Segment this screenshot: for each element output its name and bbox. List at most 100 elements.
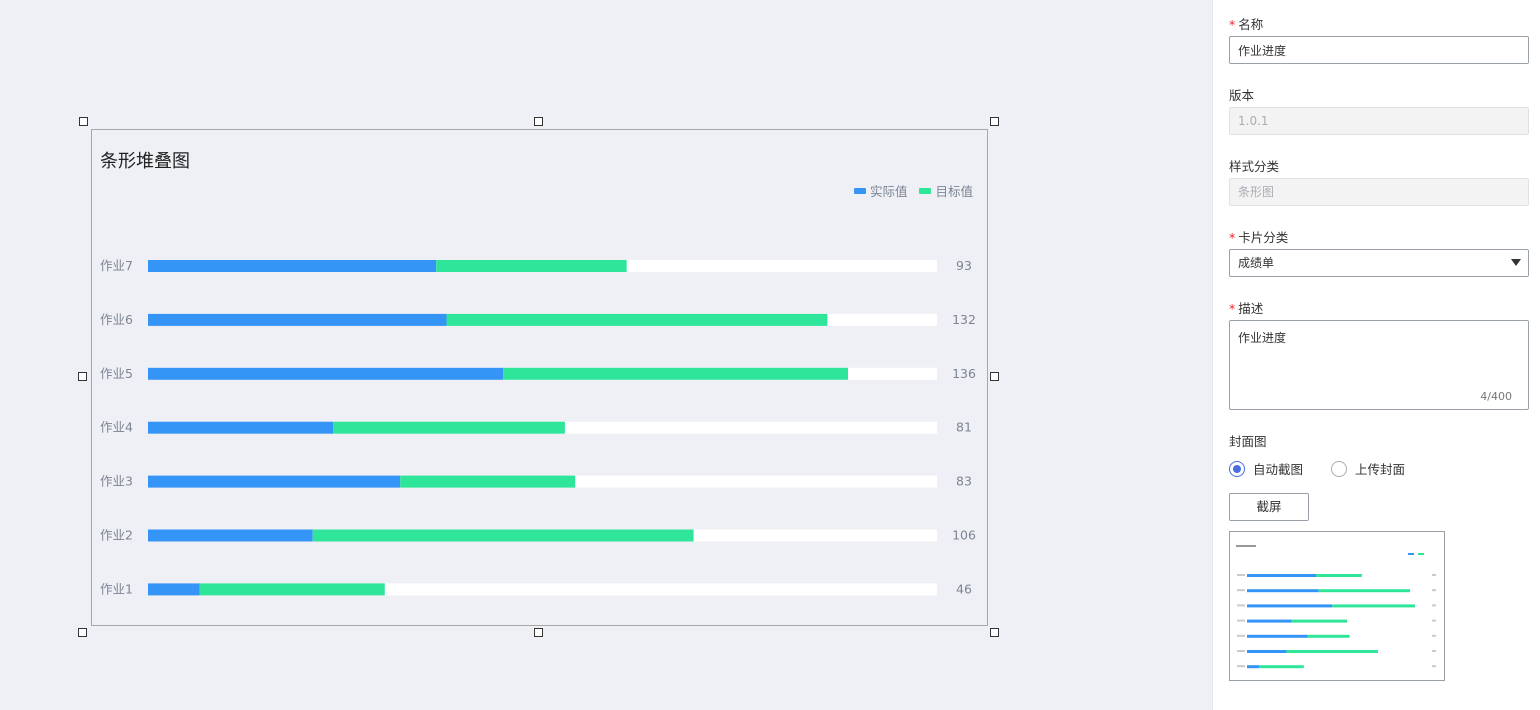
bar-actual (148, 583, 200, 596)
cover-thumbnail-chart (1236, 545, 1436, 669)
caret-down-icon (1511, 259, 1521, 266)
total-label: 81 (956, 420, 972, 435)
thumb-bar-actual (1247, 604, 1333, 608)
thumb-bar-target (1307, 634, 1350, 638)
thumb-category (1237, 650, 1245, 652)
version-label: 版本 (1229, 88, 1255, 103)
thumb-bar-target (1259, 665, 1304, 669)
required-mark: * (1229, 17, 1236, 32)
resize-handle-middle-left[interactable] (78, 372, 87, 381)
properties-panel: *名称 版本 1.0.1 样式分类 条形图 *卡片分类 成绩单 *描述 作业进度… (1212, 0, 1540, 710)
thumb-legend-actual (1408, 553, 1414, 555)
chart-widget[interactable]: 条形堆叠图 实际值 目标值 作业7 93 作业6 132 作业5 136 作业4 81 作业3 8… (91, 129, 988, 626)
legend-item-target[interactable]: 目标值 (919, 181, 973, 200)
legend-item-actual[interactable]: 实际值 (853, 181, 908, 200)
thumb-total (1432, 619, 1436, 622)
resize-handle-top-right[interactable] (990, 117, 999, 126)
thumb-total (1432, 604, 1436, 607)
total-label: 83 (956, 474, 972, 489)
card-category-value: 成绩单 (1238, 256, 1275, 270)
description-value: 作业进度 (1238, 331, 1287, 345)
category-label: 作业4 (100, 420, 133, 435)
cover-thumbnail (1229, 531, 1445, 681)
screenshot-button[interactable]: 截屏 (1229, 493, 1309, 521)
bar-actual (148, 260, 437, 272)
required-mark: * (1229, 301, 1236, 316)
resize-handle-top-middle[interactable] (534, 117, 543, 126)
bar-target (333, 421, 565, 434)
description-textarea[interactable]: 作业进度 4/400 (1229, 320, 1529, 410)
resize-handle-bottom-right[interactable] (990, 628, 999, 637)
category-label: 作业3 (100, 474, 133, 489)
thumb-legend-target (1418, 553, 1424, 555)
thumb-title (1236, 545, 1256, 547)
thumb-bar-actual (1247, 650, 1287, 653)
bar-actual (148, 421, 334, 434)
radio-auto-screenshot[interactable]: 自动截图 (1229, 459, 1303, 478)
legend-swatch-target (919, 187, 932, 194)
radio-upload-cover[interactable]: 上传封面 (1331, 459, 1405, 478)
thumb-bar-actual (1247, 619, 1292, 623)
version-input: 1.0.1 (1229, 107, 1529, 135)
resize-handle-bottom-middle[interactable] (534, 628, 543, 637)
category-label: 作业6 (100, 312, 133, 327)
bar-target (312, 529, 694, 542)
bar-target (436, 260, 627, 272)
bar-target (400, 475, 576, 488)
total-label: 132 (952, 312, 976, 327)
card-category-select[interactable]: 成绩单 (1229, 249, 1529, 277)
radio-auto-screenshot-label: 自动截图 (1253, 462, 1304, 477)
thumb-bar-actual (1247, 634, 1308, 638)
thumb-bar-target (1286, 650, 1378, 653)
thumb-bar-target (1291, 619, 1348, 623)
thumb-bar-target (1332, 604, 1415, 608)
bar-actual (148, 313, 447, 326)
radio-checked-icon (1229, 460, 1245, 477)
bar-target (503, 367, 848, 380)
total-label: 106 (952, 528, 976, 543)
category-label: 作业2 (100, 528, 133, 543)
chart-title: 条形堆叠图 (100, 151, 190, 172)
resize-handle-middle-right[interactable] (990, 372, 999, 381)
category-label: 作业1 (100, 581, 133, 596)
bar-target (446, 313, 828, 326)
style-category-label: 样式分类 (1229, 159, 1280, 174)
legend-swatch-actual (853, 187, 866, 194)
card-category-label: * 卡片分类 (1229, 230, 1289, 245)
description-counter: 4/400 (1480, 390, 1512, 403)
required-mark: * (1229, 230, 1236, 245)
resize-handle-bottom-left[interactable] (78, 628, 87, 637)
bar-actual (148, 367, 504, 380)
thumb-category (1237, 619, 1245, 622)
category-label: 作业7 (100, 258, 133, 273)
description-label: * 描述 (1229, 301, 1264, 316)
radio-upload-cover-label: 上传封面 (1355, 462, 1406, 477)
thumb-bar-actual (1247, 574, 1317, 577)
legend-label-target: 目标值 (935, 184, 973, 199)
bar-actual (148, 475, 401, 488)
thumb-total (1432, 574, 1436, 576)
chart-plot: 作业7 93 作业6 132 作业5 136 作业4 81 作业3 83 作业2 106 作业1 46 (100, 258, 976, 596)
editor-canvas: 条形堆叠图 实际值 目标值 作业7 93 作业6 132 作业5 136 作业4 81 作业3 8… (78, 117, 999, 637)
bar-actual (148, 529, 313, 542)
thumb-category (1237, 634, 1245, 637)
thumb-total (1432, 650, 1436, 652)
thumb-category (1237, 604, 1245, 607)
name-label: * 名称 (1229, 17, 1264, 32)
thumb-bar-actual (1247, 665, 1260, 669)
thumb-total (1432, 665, 1436, 668)
thumb-category (1237, 589, 1245, 592)
category-label: 作业5 (100, 366, 133, 381)
radio-unchecked-icon (1331, 460, 1347, 477)
chart-legend: 实际值 目标值 (842, 181, 973, 200)
bar-target (199, 583, 385, 596)
name-input[interactable] (1229, 36, 1529, 64)
legend-label-actual: 实际值 (869, 184, 908, 199)
resize-handle-top-left[interactable] (79, 117, 88, 126)
thumb-bar-target (1318, 589, 1411, 593)
thumb-bar-actual (1247, 589, 1319, 593)
thumb-total (1432, 589, 1436, 592)
thumb-bar-target (1316, 574, 1362, 577)
total-label: 136 (952, 366, 976, 381)
thumb-total (1432, 634, 1436, 637)
